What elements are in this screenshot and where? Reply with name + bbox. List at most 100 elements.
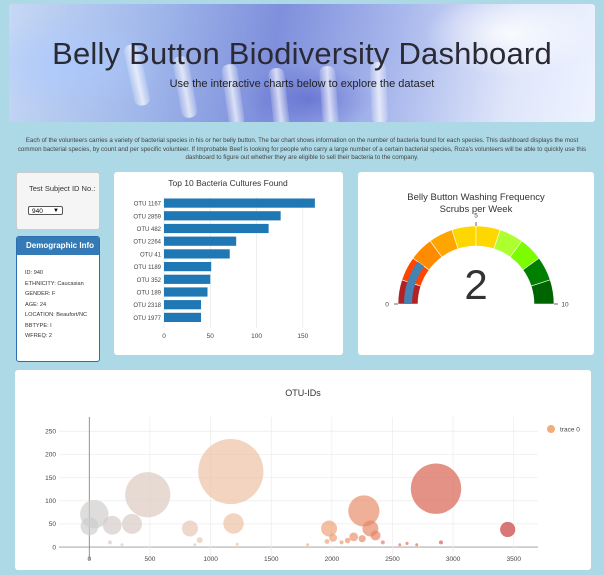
gauge-tick-label: 10 — [561, 302, 569, 309]
bar-category-label: OTU 482 — [137, 227, 162, 233]
demographic-list: ID: 940 ETHNICITY: Caucasian GENDER: F A… — [17, 255, 99, 342]
gauge-value: 2 — [464, 261, 487, 308]
bubble — [120, 543, 124, 547]
bubble — [196, 537, 203, 544]
bubble — [370, 530, 381, 541]
bar-chart-title: Top 10 Bacteria Cultures Found — [168, 178, 288, 188]
page-subtitle: Use the interactive charts below to expl… — [169, 78, 435, 90]
demographic-title: Demographic Info — [17, 237, 99, 255]
demo-line: ETHNICITY: Caucasian — [25, 280, 84, 287]
bar — [164, 249, 230, 259]
bar — [164, 274, 211, 284]
bar-x-tick-label: 100 — [251, 333, 262, 340]
demo-line: BBTYPE: I — [25, 322, 52, 329]
bubble — [349, 532, 359, 542]
bubble — [102, 515, 122, 535]
gauge-subtitle: Scrubs per Week — [440, 204, 513, 215]
bar-category-label: OTU 41 — [140, 252, 162, 258]
bubble-y-tick-label: 100 — [45, 498, 56, 505]
bubble — [344, 537, 351, 544]
bubble — [107, 540, 112, 545]
bar — [164, 262, 212, 272]
bubble — [380, 540, 385, 545]
gauge-chart-panel: Belly Button Washing Frequency Scrubs per… — [358, 172, 594, 355]
bubble-x-tick-label: 3000 — [446, 556, 461, 563]
bubble-y-tick-label: 0 — [52, 544, 56, 551]
bar-category-label: OTU 1167 — [134, 202, 162, 208]
demo-line: WFREQ: 2 — [25, 333, 53, 339]
gauge-value-bar — [404, 261, 425, 304]
bubble — [122, 513, 143, 534]
bubble — [405, 541, 409, 545]
demo-line: ID: 940 — [25, 270, 44, 276]
bubble — [125, 472, 171, 518]
bubble — [415, 543, 419, 547]
bubble — [398, 543, 402, 547]
bubble — [329, 533, 338, 542]
tube-decoration — [220, 63, 246, 122]
tube-decoration — [318, 65, 340, 122]
hero-banner: Belly Button Biodiversity Dashboard Use … — [9, 4, 595, 122]
intro-text: Each of the volunteers carries a variety… — [17, 137, 587, 161]
bar-category-label: OTU 1189 — [134, 265, 162, 271]
bubble — [339, 540, 344, 545]
bar-category-label: OTU 2264 — [133, 240, 161, 246]
bubble — [306, 543, 310, 547]
bar-category-label: OTU 189 — [137, 290, 162, 296]
bubble-chart-panel: OTU-IDs 0 50 100 150 200 2500 500 1000 1500 2000 25… — [15, 370, 591, 570]
bubble-chart-title: OTU-IDs — [285, 388, 321, 398]
bar-x-tick-label: 0 — [162, 333, 166, 340]
bar-category-label: OTU 2318 — [133, 303, 161, 309]
bubble-x-tick-label: 2500 — [385, 556, 400, 563]
bubble — [193, 543, 197, 547]
subject-selector-panel: Test Subject ID No.: 940 ▼ — [16, 172, 100, 230]
bubble — [324, 539, 330, 544]
bubble — [358, 535, 366, 543]
bubble-x-tick-label: 1000 — [203, 556, 218, 563]
bubble-chart[interactable]: OTU-IDs 0 50 100 150 200 2500 500 1000 1500 2000 25… — [15, 370, 591, 570]
legend-marker — [547, 425, 555, 433]
subject-select-label: Test Subject ID No.: — [29, 184, 96, 193]
bubble-x-tick-label: 1500 — [264, 556, 279, 563]
bar-x-tick-label: 150 — [297, 333, 308, 340]
bubble-y-tick-label: 150 — [45, 475, 56, 482]
bubble — [181, 520, 198, 537]
bar — [164, 198, 315, 208]
bubble — [80, 517, 99, 536]
subject-select[interactable]: 940 ▼ — [28, 206, 63, 215]
bubble-x-tick-label: 500 — [145, 556, 156, 563]
bar — [164, 211, 281, 221]
bar — [164, 223, 269, 234]
bubble-x-tick-label: 2000 — [325, 556, 340, 563]
bar — [164, 312, 202, 322]
bubble-y-tick-label: 200 — [45, 452, 56, 459]
bar-category-label: OTU 1977 — [133, 316, 161, 322]
gauge-band — [530, 279, 555, 305]
demo-line: GENDER: F — [25, 291, 56, 297]
subject-select-value: 940 — [32, 208, 43, 215]
bubble — [348, 495, 380, 527]
gauge-tick-label: 5 — [474, 213, 478, 220]
demo-line: LOCATION: Beaufort/NC — [25, 312, 88, 318]
gauge-tick-label: 0 — [385, 302, 389, 309]
bar-chart[interactable]: Top 10 Bacteria Cultures Found 0 50 100 150 O… — [114, 172, 343, 355]
bubble — [235, 542, 239, 546]
demographic-panel: Demographic Info ID: 940 ETHNICITY: Cauc… — [16, 236, 100, 362]
bar — [164, 300, 202, 310]
page-title: Belly Button Biodiversity Dashboard — [52, 36, 552, 71]
bar — [164, 287, 208, 297]
bubble-y-tick-label: 250 — [45, 429, 56, 436]
bar — [164, 236, 237, 246]
bar-chart-panel: Top 10 Bacteria Cultures Found 0 50 100 150 O… — [114, 172, 343, 355]
bar-category-label: OTU 2859 — [133, 214, 161, 220]
bubble-x-tick-label: 3500 — [507, 556, 522, 563]
bubble — [223, 513, 244, 534]
legend-label: trace 0 — [560, 427, 580, 434]
bubble — [198, 438, 264, 505]
gauge-title: Belly Button Washing Frequency — [407, 192, 545, 203]
bubble — [410, 463, 462, 514]
bubble-y-tick-label: 50 — [49, 521, 57, 528]
bubble — [321, 520, 338, 537]
demo-line: AGE: 24 — [25, 301, 47, 308]
